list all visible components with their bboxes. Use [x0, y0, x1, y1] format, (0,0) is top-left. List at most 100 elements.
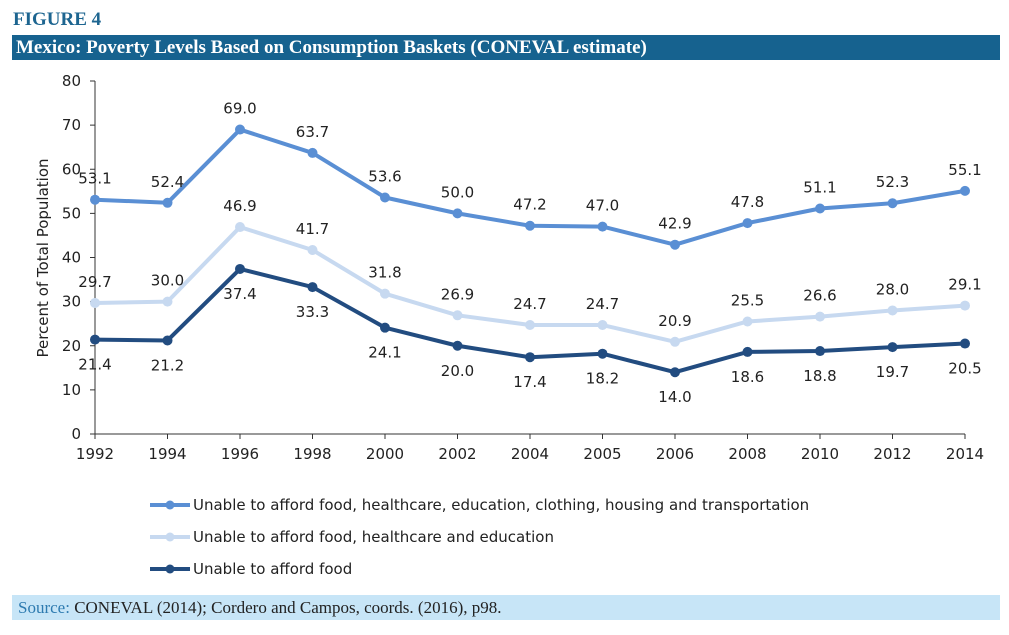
data-point [307, 282, 318, 293]
data-label: 47.0 [586, 197, 619, 215]
y-tick-label: 20 [62, 337, 81, 355]
chart-title: Mexico: Poverty Levels Based on Consumpt… [12, 35, 1000, 60]
legend-label-2: Unable to afford food, healthcare and ed… [193, 528, 554, 546]
data-label: 51.1 [803, 179, 836, 197]
data-point [307, 147, 318, 158]
data-point [235, 263, 245, 274]
data-point [380, 322, 390, 333]
y-tick-label: 80 [62, 72, 81, 90]
x-tick-label: 1994 [148, 445, 186, 463]
data-point [452, 208, 463, 219]
legend-label-3: Unable to afford food [193, 560, 352, 578]
data-point [670, 239, 680, 250]
data-label: 21.2 [151, 356, 184, 374]
data-label: 50.0 [441, 183, 474, 201]
x-tick-label: 2005 [583, 445, 621, 463]
data-point [90, 297, 100, 308]
data-label: 18.2 [586, 370, 619, 388]
data-point [452, 340, 463, 351]
y-tick-label: 0 [71, 425, 81, 443]
data-point [525, 220, 535, 231]
data-point [960, 338, 970, 349]
y-tick-label: 10 [62, 381, 81, 399]
data-point [90, 334, 100, 345]
x-tick-label: 2002 [438, 445, 476, 463]
data-label: 25.5 [731, 291, 764, 309]
data-point [670, 367, 680, 378]
data-label: 53.1 [78, 170, 111, 188]
y-tick-label: 30 [62, 293, 81, 311]
data-label: 29.1 [948, 276, 981, 294]
data-point [815, 203, 825, 214]
data-point [815, 346, 825, 357]
data-label: 46.9 [223, 197, 256, 215]
x-tick-label: 2006 [656, 445, 694, 463]
data-label: 53.6 [368, 167, 401, 185]
data-label: 30.0 [151, 272, 184, 290]
x-tick-label: 1998 [293, 445, 331, 463]
data-point [90, 194, 100, 205]
data-point [162, 296, 173, 307]
x-tick-label: 2004 [511, 445, 549, 463]
data-label: 55.1 [948, 161, 981, 179]
data-label: 20.5 [948, 360, 981, 378]
data-label: 52.3 [876, 173, 909, 191]
data-point [887, 198, 898, 209]
data-label: 18.8 [803, 367, 836, 385]
data-point [525, 320, 535, 331]
data-point [742, 316, 753, 327]
data-label: 47.2 [513, 196, 546, 214]
figure-label: FIGURE 4 [13, 9, 102, 30]
data-point [670, 336, 680, 347]
x-tick-label: 2012 [873, 445, 911, 463]
x-tick-label: 2010 [801, 445, 839, 463]
source-text: CONEVAL (2014); Cordero and Campos, coor… [69, 598, 502, 617]
data-point [960, 185, 970, 196]
y-axis-label: Percent of Total Population [34, 158, 52, 357]
data-point [525, 352, 535, 363]
data-label: 29.7 [78, 273, 111, 291]
legend-label-1: Unable to afford food, healthcare, educa… [193, 496, 809, 514]
data-label: 21.4 [78, 356, 111, 374]
data-point [235, 222, 245, 233]
x-tick-label: 2008 [728, 445, 766, 463]
data-label: 41.7 [296, 220, 329, 238]
source-label: Source: [18, 598, 70, 617]
data-point [887, 305, 898, 316]
data-label: 52.4 [151, 173, 184, 191]
data-label: 26.9 [441, 285, 474, 303]
data-point [887, 342, 898, 353]
data-point [452, 310, 463, 321]
y-tick-label: 50 [62, 204, 81, 222]
y-tick-label: 60 [62, 160, 81, 178]
data-point [960, 300, 970, 311]
data-point [162, 197, 173, 208]
data-label: 20.0 [441, 362, 474, 380]
data-label: 20.9 [658, 312, 691, 330]
x-tick-label: 2000 [366, 445, 404, 463]
data-label: 18.6 [731, 368, 764, 386]
data-point [162, 335, 173, 346]
data-label: 14.0 [658, 388, 691, 406]
data-point [235, 124, 245, 135]
x-tick-label: 1996 [221, 445, 259, 463]
data-point [597, 320, 608, 331]
data-point [380, 288, 390, 299]
data-point [742, 218, 753, 229]
data-point [380, 192, 390, 203]
data-label: 31.8 [368, 264, 401, 282]
data-point [742, 346, 753, 357]
legend-marker [165, 532, 175, 542]
data-point [597, 348, 608, 359]
x-tick-label: 2014 [946, 445, 984, 463]
data-point [597, 221, 608, 232]
data-label: 37.4 [223, 285, 256, 303]
x-tick-label: 1992 [76, 445, 114, 463]
data-label: 42.9 [658, 215, 691, 233]
data-point [307, 244, 318, 255]
data-label: 26.6 [803, 287, 836, 305]
data-label: 47.8 [731, 193, 764, 211]
y-tick-label: 70 [62, 116, 81, 134]
data-label: 24.1 [368, 344, 401, 362]
